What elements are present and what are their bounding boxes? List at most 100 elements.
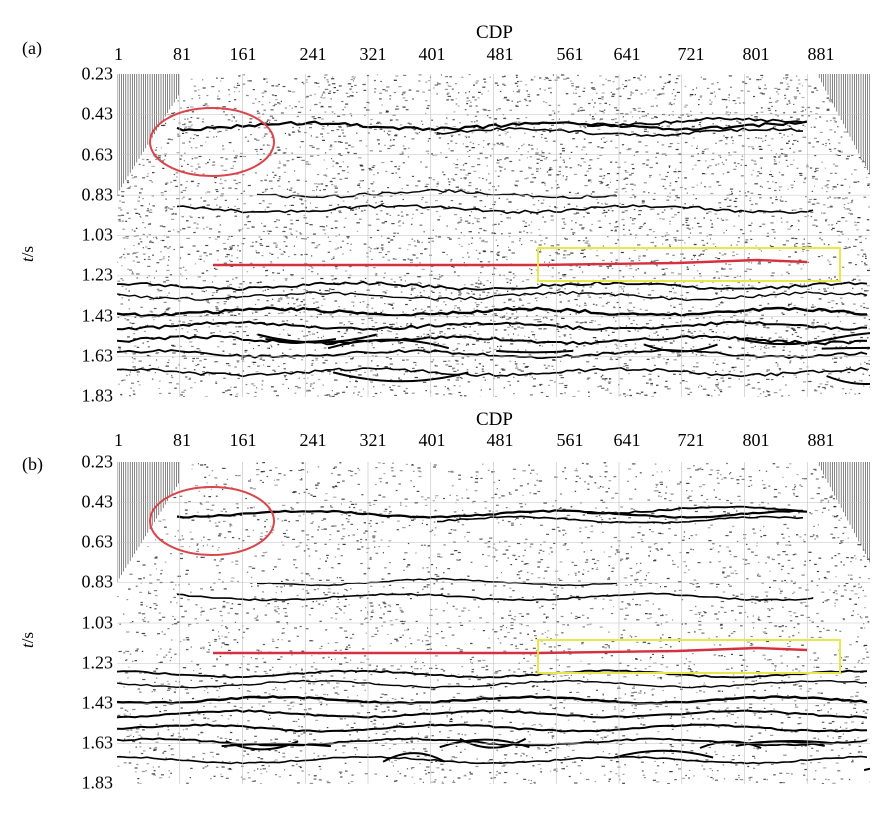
noise-dot <box>817 386 821 388</box>
noise-dot <box>699 131 701 133</box>
noise-dot <box>249 366 251 368</box>
noise-dot <box>773 231 776 233</box>
noise-dot <box>347 171 349 173</box>
noise-dot <box>664 341 668 343</box>
noise-dot <box>588 355 591 357</box>
noise-dot <box>834 165 839 167</box>
noise-dot <box>206 314 209 316</box>
noise-dot <box>795 75 798 77</box>
noise-dot <box>761 186 763 188</box>
noise-dot <box>382 322 387 324</box>
noise-dot <box>659 174 661 176</box>
noise-dot <box>483 313 487 316</box>
noise-dot <box>211 86 215 88</box>
noise-dot <box>544 310 548 312</box>
noise-dot <box>270 261 273 263</box>
noise-dot <box>827 287 829 289</box>
noise-dot <box>228 187 232 189</box>
noise-dot <box>191 285 194 287</box>
noise-dot <box>459 292 462 295</box>
noise-dot <box>393 232 397 234</box>
noise-dot <box>121 297 124 299</box>
noise-dot <box>402 145 405 147</box>
noise-dot <box>465 137 467 139</box>
noise-dot <box>136 329 138 331</box>
noise-dot <box>297 193 300 195</box>
noise-dot <box>575 313 577 315</box>
noise-dot <box>353 152 357 155</box>
noise-dot <box>280 312 284 314</box>
noise-dot <box>389 195 393 197</box>
noise-dot <box>254 172 257 174</box>
noise-dot <box>806 106 810 109</box>
noise-dot <box>304 253 308 255</box>
noise-dot <box>644 271 647 273</box>
noise-dot <box>284 376 286 378</box>
noise-dot <box>326 394 331 396</box>
noise-dot <box>657 354 662 356</box>
noise-dot <box>517 326 520 328</box>
noise-dot <box>600 138 602 140</box>
noise-dot <box>851 173 853 175</box>
noise-dot <box>194 382 196 384</box>
noise-dot <box>342 114 346 116</box>
noise-dot <box>286 237 288 239</box>
noise-dot <box>509 201 512 203</box>
noise-dot <box>181 391 185 393</box>
noise-dot <box>575 286 578 288</box>
noise-dot <box>868 360 870 362</box>
noise-dot <box>795 376 797 378</box>
noise-dot <box>713 91 715 93</box>
noise-dot <box>456 363 460 365</box>
noise-dot <box>584 321 587 323</box>
noise-dot <box>831 224 834 226</box>
noise-dot <box>498 197 501 199</box>
noise-dot <box>137 374 139 376</box>
noise-dot <box>625 293 629 295</box>
noise-dot <box>365 201 368 203</box>
noise-dot <box>454 214 458 216</box>
noise-dot <box>446 254 448 256</box>
noise-dot <box>789 362 791 364</box>
noise-dot <box>574 298 578 301</box>
noise-dot <box>559 374 563 376</box>
noise-dot <box>849 186 851 188</box>
noise-dot <box>278 185 281 187</box>
noise-dot <box>140 216 142 218</box>
noise-dot <box>603 211 607 213</box>
noise-dot <box>265 245 270 247</box>
noise-dot <box>580 158 585 160</box>
noise-dot <box>328 288 332 290</box>
noise-dot <box>718 315 722 317</box>
noise-dot <box>739 371 743 373</box>
noise-dot <box>681 380 685 382</box>
noise-dot <box>823 290 828 292</box>
noise-dot <box>801 243 805 245</box>
noise-dot <box>829 206 833 208</box>
noise-dot <box>371 258 373 261</box>
noise-dot <box>753 160 757 162</box>
noise-dot <box>669 102 672 104</box>
noise-dot <box>725 136 729 139</box>
noise-dot <box>842 266 845 268</box>
noise-dot <box>354 84 357 86</box>
noise-dot <box>661 235 664 238</box>
noise-dot <box>663 153 667 155</box>
noise-dot <box>401 215 404 217</box>
noise-dot <box>195 168 198 170</box>
noise-dot <box>858 342 861 344</box>
noise-dot <box>742 81 746 83</box>
noise-dot <box>715 385 718 388</box>
noise-dot <box>581 109 585 111</box>
noise-dot <box>742 102 746 104</box>
noise-dot <box>261 255 264 257</box>
noise-dot <box>587 245 591 247</box>
noise-dot <box>769 97 771 99</box>
noise-dot <box>277 344 280 346</box>
noise-dot <box>149 310 153 312</box>
noise-dot <box>627 296 630 298</box>
noise-dot <box>711 158 715 161</box>
noise-dot <box>767 107 771 109</box>
noise-dot <box>406 323 409 325</box>
noise-dot <box>266 120 268 122</box>
